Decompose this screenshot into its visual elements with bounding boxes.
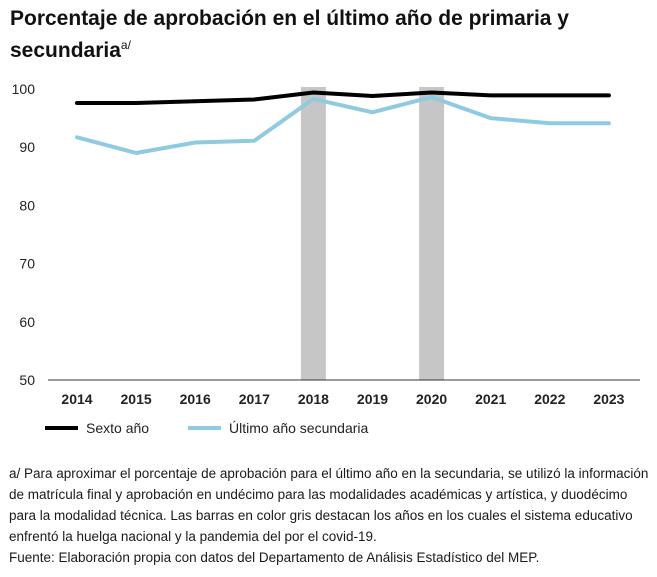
y-tick-label-50: 50 [19, 372, 35, 388]
x-tick-label-2022: 2022 [534, 391, 565, 407]
y-tick-label-80: 80 [19, 197, 35, 213]
x-tick-label-2021: 2021 [475, 391, 506, 407]
x-axis-ticks: 2014 2015 2016 2017 2018 2019 2020 2021 2022 2023 [61, 391, 624, 407]
x-tick-label-2019: 2019 [357, 391, 388, 407]
y-tick-label-70: 70 [19, 256, 35, 272]
highlight-bar-2018 [300, 87, 326, 380]
highlight-bar-2020 [419, 87, 445, 380]
y-tick-label-90: 90 [19, 139, 35, 155]
chart-title-text: Porcentaje de aprobación en el último añ… [10, 7, 569, 62]
x-tick-label-2015: 2015 [121, 391, 152, 407]
series-lines [75, 90, 611, 155]
y-tick-label-100: 100 [12, 81, 36, 97]
footnote-text: a/ Para aproximar el porcentaje de aprob… [9, 466, 649, 544]
legend-label-sexto: Sexto año [86, 420, 149, 436]
legend: Sexto año Último año secundaria [45, 420, 369, 436]
x-tick-label-2023: 2023 [593, 391, 624, 407]
legend-label-secundaria: Último año secundaria [229, 420, 369, 436]
x-tick-label-2020: 2020 [416, 391, 447, 407]
chart-title: Porcentaje de aprobación en el último añ… [10, 6, 650, 64]
title-footnote-mark: a/ [120, 38, 131, 52]
x-tick-label-2017: 2017 [239, 391, 270, 407]
x-tick-label-2014: 2014 [61, 391, 92, 407]
series-line-1 [75, 95, 611, 155]
series-line-0 [75, 90, 611, 105]
y-tick-label-60: 60 [19, 314, 35, 330]
footnote-block: a/ Para aproximar el porcentaje de aprob… [9, 463, 651, 568]
source-text: Fuente: Elaboración propia con datos del… [9, 550, 540, 565]
y-axis-ticks: 50 60 70 80 90 100 [12, 81, 36, 388]
x-tick-label-2016: 2016 [180, 391, 211, 407]
highlight-bars [300, 87, 445, 380]
x-tick-label-2018: 2018 [298, 391, 329, 407]
